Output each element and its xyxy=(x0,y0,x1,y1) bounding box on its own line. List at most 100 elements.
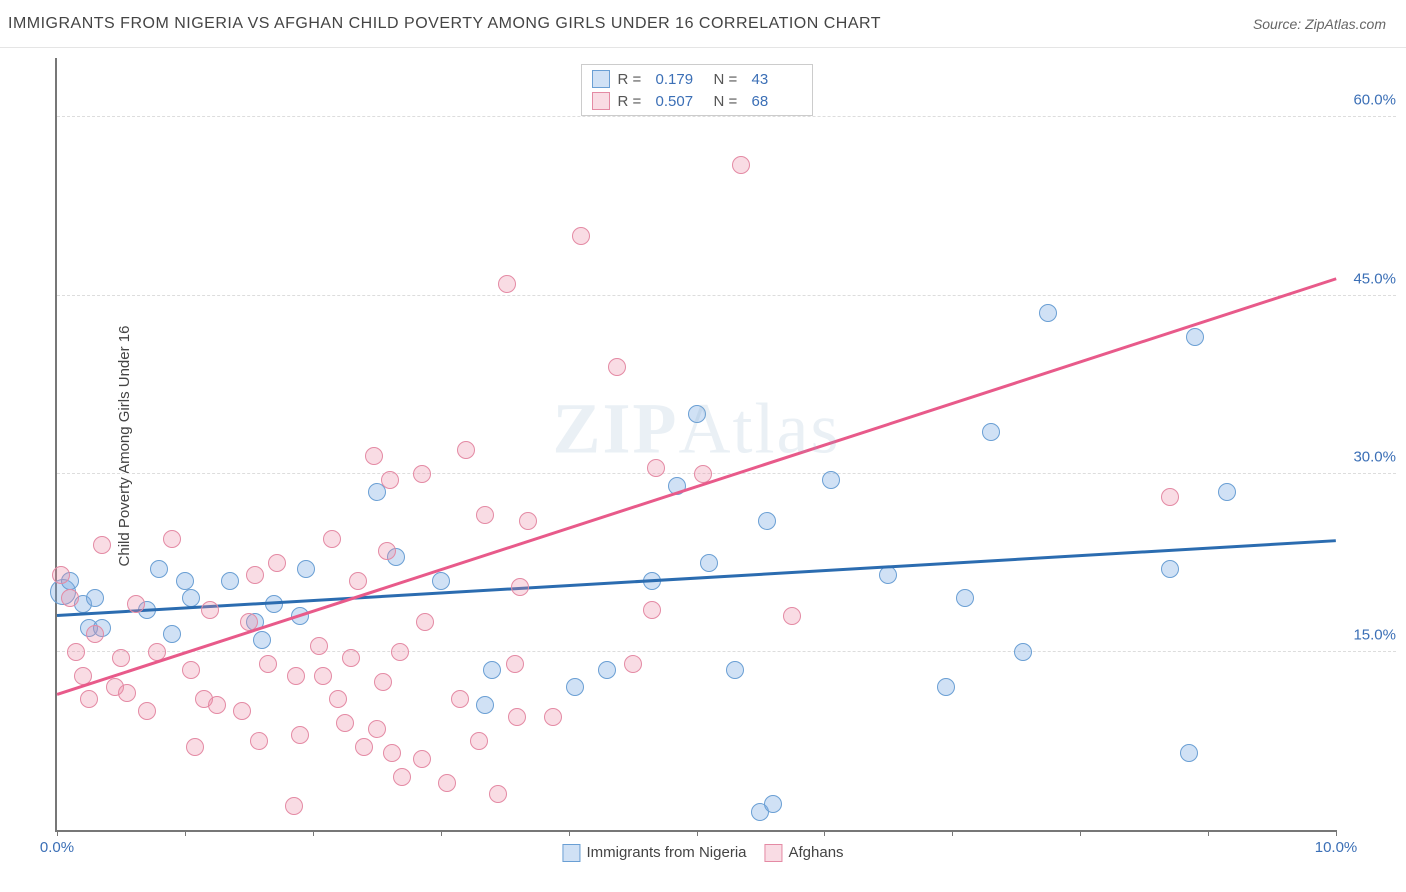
legend-series-name: Immigrants from Nigeria xyxy=(586,844,746,861)
scatter-point xyxy=(383,744,401,762)
legend-n-value: 68 xyxy=(752,93,802,110)
scatter-point xyxy=(879,566,897,584)
gridline-h xyxy=(57,473,1396,474)
scatter-point xyxy=(758,512,776,530)
scatter-point xyxy=(208,696,226,714)
scatter-point xyxy=(378,542,396,560)
scatter-point xyxy=(80,690,98,708)
scatter-point xyxy=(246,566,264,584)
legend-series-name: Afghans xyxy=(789,844,844,861)
scatter-point xyxy=(268,554,286,572)
watermark-light: Atlas xyxy=(679,388,841,468)
legend-swatch xyxy=(765,844,783,862)
chart-plot-area: ZIPAtlas R =0.179N =43R =0.507N =68 15.0… xyxy=(55,58,1336,832)
legend-item: Immigrants from Nigeria xyxy=(562,844,746,862)
gridline-h xyxy=(57,295,1396,296)
scatter-point xyxy=(566,678,584,696)
x-tick xyxy=(185,830,186,836)
scatter-point xyxy=(416,613,434,631)
scatter-point xyxy=(391,643,409,661)
scatter-point xyxy=(349,572,367,590)
scatter-point xyxy=(822,471,840,489)
y-tick-label: 60.0% xyxy=(1353,92,1396,109)
scatter-point xyxy=(511,578,529,596)
scatter-point xyxy=(572,227,590,245)
x-tick xyxy=(57,830,58,836)
scatter-point xyxy=(624,655,642,673)
correlation-legend: R =0.179N =43R =0.507N =68 xyxy=(581,64,813,116)
scatter-point xyxy=(297,560,315,578)
scatter-point xyxy=(483,661,501,679)
x-tick xyxy=(697,830,698,836)
scatter-point xyxy=(451,690,469,708)
scatter-point xyxy=(368,720,386,738)
scatter-point xyxy=(265,595,283,613)
scatter-point xyxy=(150,560,168,578)
scatter-point xyxy=(233,702,251,720)
scatter-point xyxy=(182,589,200,607)
scatter-point xyxy=(93,536,111,554)
series-legend: Immigrants from Nigeria Afghans xyxy=(562,844,843,862)
scatter-point xyxy=(1161,560,1179,578)
scatter-point xyxy=(314,667,332,685)
gridline-h xyxy=(57,651,1396,652)
scatter-point xyxy=(498,275,516,293)
scatter-point xyxy=(250,732,268,750)
x-tick xyxy=(952,830,953,836)
scatter-point xyxy=(598,661,616,679)
scatter-point xyxy=(432,572,450,590)
x-tick xyxy=(313,830,314,836)
scatter-point xyxy=(323,530,341,548)
scatter-point xyxy=(506,655,524,673)
scatter-point xyxy=(118,684,136,702)
x-tick xyxy=(569,830,570,836)
scatter-point xyxy=(138,702,156,720)
gridline-h xyxy=(57,116,1396,117)
y-tick-label: 15.0% xyxy=(1353,626,1396,643)
scatter-point xyxy=(86,625,104,643)
scatter-point xyxy=(163,530,181,548)
header: IMMIGRANTS FROM NIGERIA VS AFGHAN CHILD … xyxy=(0,0,1406,48)
scatter-point xyxy=(355,738,373,756)
scatter-point xyxy=(186,738,204,756)
trend-line xyxy=(57,278,1337,696)
scatter-point xyxy=(381,471,399,489)
legend-r-label: R = xyxy=(618,93,648,110)
legend-swatch xyxy=(592,70,610,88)
scatter-point xyxy=(176,572,194,590)
scatter-point xyxy=(310,637,328,655)
scatter-point xyxy=(1180,744,1198,762)
scatter-point xyxy=(86,589,104,607)
legend-row: R =0.179N =43 xyxy=(592,68,802,90)
scatter-point xyxy=(476,696,494,714)
scatter-point xyxy=(956,589,974,607)
y-tick-label: 45.0% xyxy=(1353,270,1396,287)
scatter-point xyxy=(1014,643,1032,661)
scatter-point xyxy=(365,447,383,465)
scatter-point xyxy=(374,673,392,691)
scatter-point xyxy=(259,655,277,673)
scatter-point xyxy=(470,732,488,750)
scatter-point xyxy=(413,750,431,768)
y-tick-label: 30.0% xyxy=(1353,448,1396,465)
scatter-point xyxy=(342,649,360,667)
scatter-point xyxy=(285,797,303,815)
scatter-point xyxy=(508,708,526,726)
scatter-point xyxy=(221,572,239,590)
x-tick xyxy=(824,830,825,836)
x-tick-label: 10.0% xyxy=(1315,839,1358,856)
legend-r-value: 0.179 xyxy=(656,71,706,88)
scatter-point xyxy=(291,726,309,744)
scatter-point xyxy=(413,465,431,483)
scatter-point xyxy=(688,405,706,423)
watermark-bold: ZIP xyxy=(552,388,678,468)
scatter-point xyxy=(764,795,782,813)
scatter-point xyxy=(732,156,750,174)
scatter-point xyxy=(127,595,145,613)
scatter-point xyxy=(52,566,70,584)
legend-swatch xyxy=(592,92,610,110)
scatter-point xyxy=(163,625,181,643)
scatter-point xyxy=(937,678,955,696)
chart-title: IMMIGRANTS FROM NIGERIA VS AFGHAN CHILD … xyxy=(8,15,881,33)
scatter-point xyxy=(519,512,537,530)
